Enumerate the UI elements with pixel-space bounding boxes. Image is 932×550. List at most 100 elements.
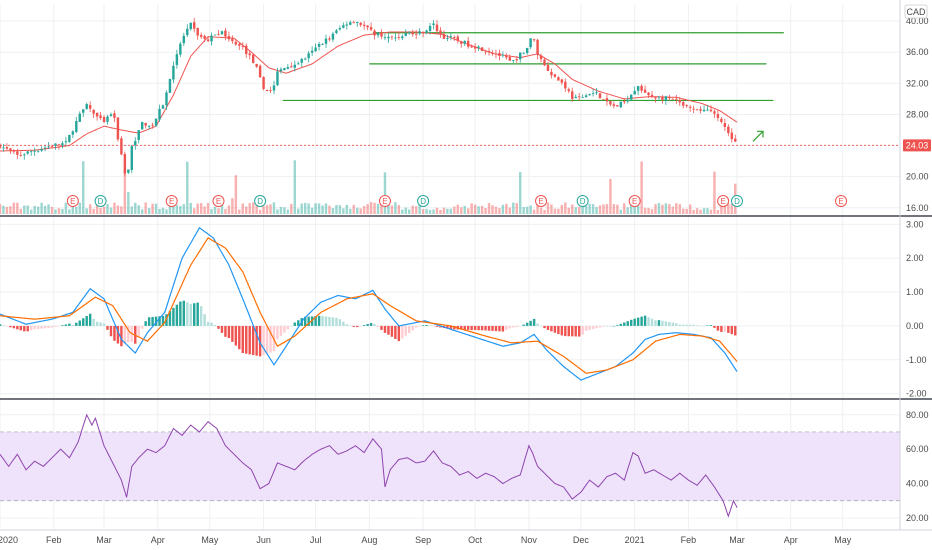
histogram-bar [283, 325, 286, 333]
histogram-bar [383, 325, 387, 333]
candle-body [546, 64, 550, 71]
histogram-bar [331, 317, 335, 326]
candle-body [206, 39, 210, 42]
candle-body [317, 44, 321, 47]
histogram-bar [449, 325, 453, 330]
volume-bar [307, 203, 310, 214]
histogram-bar [109, 325, 113, 337]
candle-body [709, 109, 713, 112]
histogram-bar [179, 301, 182, 326]
rsi-tick-label: 60.00 [906, 444, 929, 454]
pane-separators[interactable] [0, 0, 932, 531]
histogram-bar [366, 324, 369, 326]
time-axis[interactable]: 2020 Feb Mar Apr May Jun Jul Aug Sep Oct Nov Dec 202… [0, 535, 852, 545]
volume-bar [199, 203, 203, 214]
rsi-pane[interactable] [0, 413, 900, 518]
macd-pane[interactable] [0, 226, 738, 381]
histogram-bar [664, 321, 668, 326]
candle-body [359, 22, 362, 25]
histogram-bar [189, 303, 192, 326]
volume-bar [345, 204, 349, 214]
histogram-bar [609, 325, 612, 327]
volume-bar [314, 203, 317, 214]
volume-bar [88, 204, 92, 214]
candle-body [71, 131, 75, 135]
histogram-bar [293, 322, 297, 326]
candle-body [210, 35, 213, 42]
horizontal-levels[interactable] [282, 32, 784, 102]
volume-bar [303, 202, 307, 214]
histogram-bar [727, 325, 730, 333]
time-tick-label: May [201, 535, 219, 545]
volume-bar [713, 171, 716, 214]
candle-body [453, 37, 456, 38]
dividend-marker [254, 195, 267, 207]
candle-body [158, 108, 161, 120]
histogram-bar [213, 324, 217, 326]
volume-bar [529, 205, 532, 214]
histogram-bar [636, 317, 640, 326]
volume-bar [567, 207, 570, 214]
histogram-bar [574, 325, 577, 337]
volume-bar [387, 203, 390, 214]
histogram-bar [220, 325, 224, 333]
volume-bar [276, 209, 279, 214]
volume-bar [442, 207, 446, 214]
candle-body [331, 33, 335, 40]
volume-bar [161, 207, 165, 214]
candle-body [539, 55, 543, 60]
volume-bar [494, 206, 498, 214]
candle-body [241, 45, 244, 47]
volume-bar [165, 209, 168, 214]
histogram-bar [508, 325, 512, 329]
price-tick-label: 16.00 [906, 203, 929, 213]
histogram-bar [588, 325, 591, 330]
volume-bar [723, 203, 727, 214]
last-price-label: 24.03 [906, 140, 929, 150]
histogram-bar [369, 323, 373, 326]
price-axis[interactable]: 40.0036.0032.0028.0024.0020.0016.003.002… [906, 16, 929, 523]
volume-bar [248, 203, 251, 214]
currency-tag[interactable]: CAD [904, 4, 928, 19]
histogram-bar [196, 302, 199, 326]
candle-body [123, 154, 127, 174]
volume-bar [401, 209, 404, 214]
candle-body [283, 68, 286, 71]
volume-bar [238, 209, 241, 214]
histogram-bar [716, 325, 720, 331]
earnings-marker [66, 195, 79, 207]
histogram-bar [154, 316, 158, 326]
candle-body [401, 36, 404, 39]
volume-bar [498, 208, 501, 214]
histogram-bar [505, 325, 508, 330]
histogram-bar [692, 324, 695, 326]
time-tick-label: 2020 [0, 535, 18, 545]
volume-bar [418, 204, 421, 214]
volume-bar [279, 206, 283, 214]
volume-bar [61, 208, 64, 214]
trend-arrow-icon[interactable] [752, 130, 764, 142]
event-marker-label: E [838, 197, 843, 206]
candle-body [616, 105, 619, 107]
candle-body [595, 92, 598, 94]
candle-body [515, 59, 518, 61]
histogram-bar [515, 325, 518, 327]
volume-bar [120, 206, 123, 214]
candle-body [33, 150, 36, 152]
histogram-bar [217, 325, 220, 329]
volume-bar [50, 206, 54, 214]
candle-body [685, 105, 688, 107]
price-tick-label: 40.00 [906, 16, 929, 26]
volume-bar [352, 204, 355, 214]
currency-label: CAD [906, 7, 926, 17]
candle-body [186, 28, 189, 36]
candle-body [356, 22, 359, 23]
volume-bar [140, 209, 144, 214]
histogram-bar [64, 324, 68, 326]
candle-body [494, 53, 498, 55]
histogram-bar [359, 325, 362, 327]
histogram-bar [307, 316, 310, 326]
candle-body [636, 86, 640, 91]
